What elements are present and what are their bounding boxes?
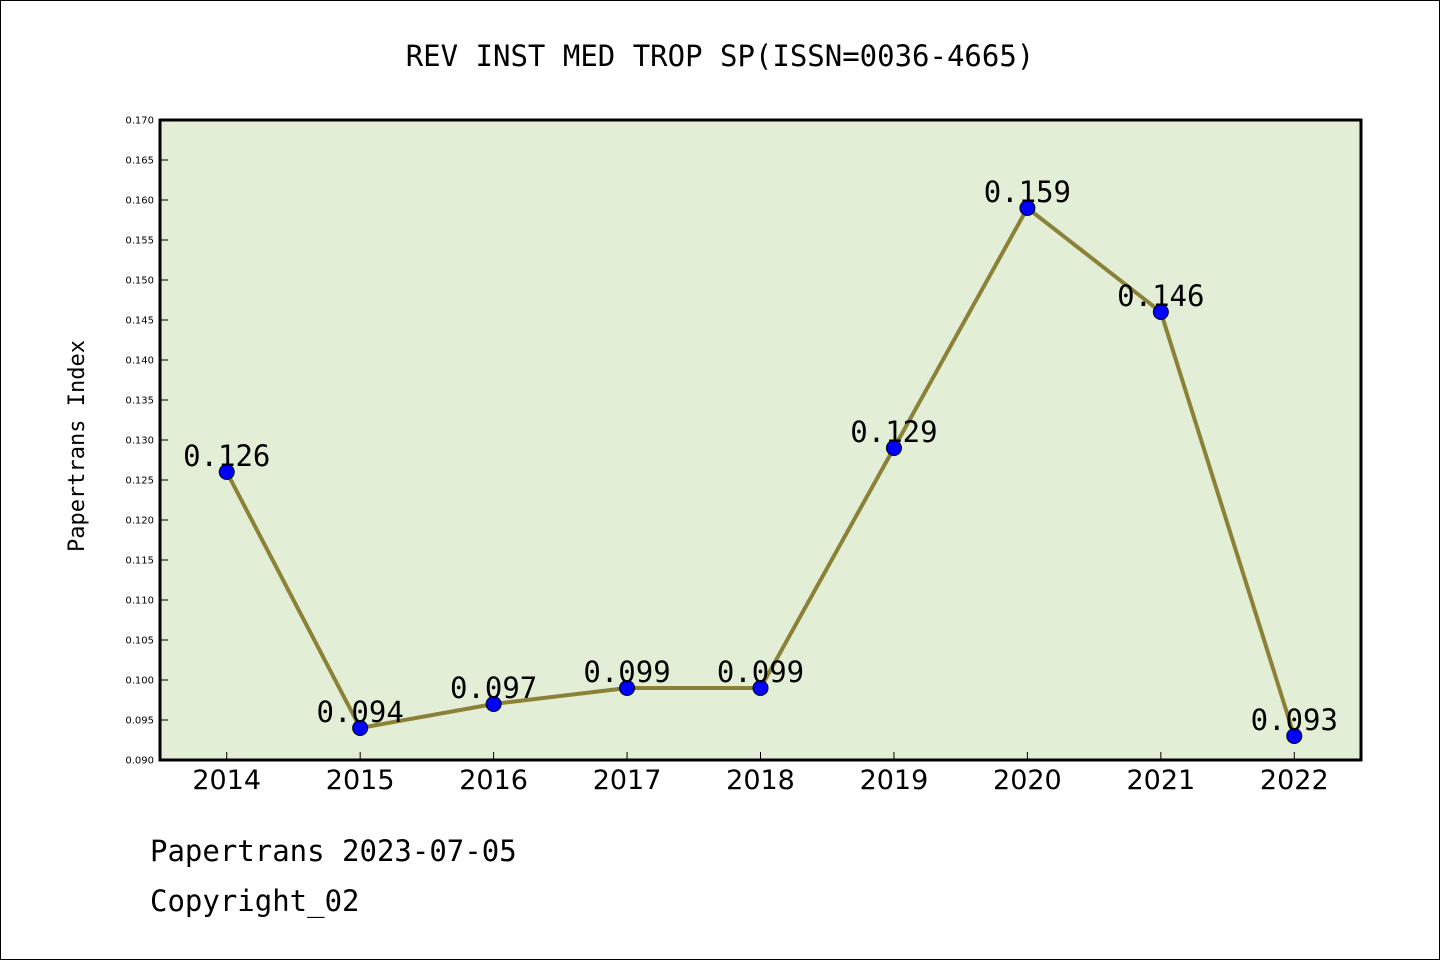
data-label: 0.093 — [1251, 703, 1338, 737]
data-point — [485, 696, 502, 712]
y-tick-label: 0.160 — [125, 196, 154, 207]
data-point — [1286, 728, 1303, 744]
y-tick-label: 0.115 — [125, 556, 154, 567]
y-tick-label: 0.125 — [125, 476, 154, 487]
y-tick-label: 0.105 — [125, 636, 154, 647]
y-axis-label: Papertrans Index — [65, 340, 90, 552]
x-tick-label: 2016 — [459, 765, 528, 796]
x-axis-ticks: 2014 2015 2016 2017 2018 2019 2020 2021 2022 — [192, 752, 1329, 796]
data-label: 0.099 — [583, 655, 670, 689]
y-tick-label: 0.150 — [125, 276, 154, 287]
y-tick-label: 0.100 — [125, 676, 154, 687]
x-tick-label: 2020 — [993, 765, 1062, 796]
x-tick-label: 2017 — [593, 765, 662, 796]
x-tick-label: 2019 — [860, 765, 929, 796]
y-axis-ticks: 0.090 0.095 0.100 0.105 0.110 0.115 0.120 0.125… — [125, 116, 168, 767]
x-tick-label: 2021 — [1126, 765, 1195, 796]
x-tick-label: 2015 — [326, 765, 395, 796]
y-tick-label: 0.165 — [125, 156, 154, 167]
data-label: 0.099 — [717, 655, 804, 689]
data-label: 0.094 — [317, 695, 404, 729]
y-tick-label: 0.090 — [125, 756, 154, 767]
x-tick-label: 2018 — [726, 765, 795, 796]
data-point — [885, 440, 902, 456]
series-layer: 0.126 0.094 0.097 0.099 0.099 0.129 0.159 0.146… — [183, 175, 1338, 744]
data-point — [1152, 304, 1169, 320]
y-tick-label: 0.095 — [125, 716, 154, 727]
x-tick-label: 2014 — [192, 765, 261, 796]
y-tick-label: 0.170 — [125, 116, 154, 127]
data-label: 0.097 — [450, 671, 537, 705]
y-tick-label: 0.145 — [125, 316, 154, 327]
y-tick-label: 0.140 — [125, 356, 154, 367]
chart-title: REV INST MED TROP SP(ISSN=0036-4665) — [406, 39, 1035, 73]
y-tick-label: 0.110 — [125, 596, 154, 607]
footer-copyright: Copyright_02 — [150, 884, 360, 918]
data-point — [619, 680, 636, 696]
data-point — [218, 464, 235, 480]
plot-area — [160, 120, 1361, 760]
data-label: 0.146 — [1117, 279, 1204, 313]
data-point — [1019, 200, 1036, 216]
y-tick-label: 0.120 — [125, 516, 154, 527]
footer-date: Papertrans 2023-07-05 — [150, 834, 517, 868]
data-label: 0.129 — [850, 415, 937, 449]
data-label: 0.126 — [183, 439, 270, 473]
data-point — [352, 720, 369, 736]
data-point — [752, 680, 769, 696]
data-label: 0.159 — [984, 175, 1071, 209]
x-tick-label: 2022 — [1260, 765, 1329, 796]
plot-border — [158, 118, 1363, 762]
y-tick-label: 0.135 — [125, 396, 154, 407]
y-tick-label: 0.155 — [125, 236, 154, 247]
y-tick-label: 0.130 — [125, 436, 154, 447]
